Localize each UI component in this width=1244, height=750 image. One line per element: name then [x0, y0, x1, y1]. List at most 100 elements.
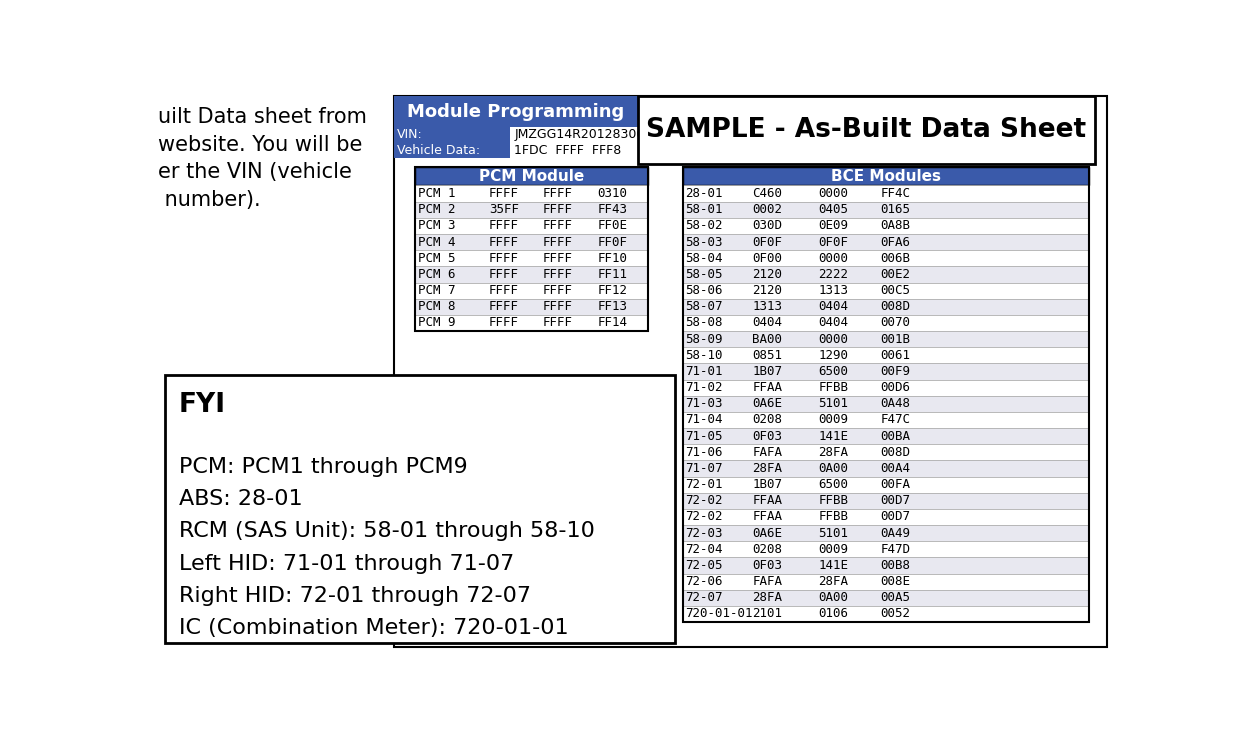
Text: FF14: FF14: [597, 316, 627, 329]
Text: PCM 6: PCM 6: [418, 268, 455, 281]
Text: 141E: 141E: [819, 559, 848, 572]
Text: FFFF: FFFF: [489, 236, 519, 248]
Bar: [415, 185, 648, 202]
Text: 0404: 0404: [819, 316, 848, 329]
Bar: [394, 127, 510, 142]
Text: F47D: F47D: [880, 543, 911, 556]
Text: 58-05: 58-05: [685, 268, 723, 281]
Text: 0061: 0061: [880, 349, 911, 361]
Text: 0404: 0404: [753, 316, 782, 329]
Text: 71-07: 71-07: [685, 462, 723, 475]
Text: 1FDC  FFFF  FFF8: 1FDC FFFF FFF8: [514, 143, 622, 157]
Bar: [415, 167, 648, 185]
Text: 72-07: 72-07: [685, 591, 723, 604]
Text: 008E: 008E: [880, 575, 911, 588]
Bar: [683, 363, 1090, 380]
Text: FFAA: FFAA: [753, 511, 782, 524]
Text: 6500: 6500: [819, 478, 848, 491]
Bar: [415, 234, 648, 250]
Text: FF13: FF13: [597, 300, 627, 313]
Text: PCM 9: PCM 9: [418, 316, 455, 329]
Text: 0851: 0851: [753, 349, 782, 361]
Bar: [394, 142, 510, 158]
Text: 0165: 0165: [880, 203, 911, 216]
Bar: [394, 96, 1107, 646]
Bar: [683, 185, 1090, 202]
Text: 72-02: 72-02: [685, 511, 723, 524]
Text: 030D: 030D: [753, 220, 782, 232]
Text: 0009: 0009: [819, 543, 848, 556]
Text: 0000: 0000: [819, 187, 848, 200]
Bar: [683, 167, 1090, 185]
Text: 720-01-01: 720-01-01: [685, 608, 753, 620]
Text: FFFF: FFFF: [542, 300, 573, 313]
Text: PCM 1: PCM 1: [418, 187, 455, 200]
Text: 00E2: 00E2: [880, 268, 911, 281]
Bar: [683, 542, 1090, 557]
Bar: [683, 266, 1090, 283]
Text: 58-03: 58-03: [685, 236, 723, 248]
Text: 0F03: 0F03: [753, 559, 782, 572]
Bar: [683, 234, 1090, 250]
Text: FYI: FYI: [179, 392, 225, 418]
Bar: [683, 251, 1090, 266]
Bar: [683, 396, 1090, 412]
Text: 0A8B: 0A8B: [880, 220, 911, 232]
Text: Right HID: 72-01 through 72-07: Right HID: 72-01 through 72-07: [179, 586, 531, 606]
Bar: [683, 167, 1090, 622]
Text: F47C: F47C: [880, 413, 911, 427]
Text: FFFF: FFFF: [489, 300, 519, 313]
Text: 58-10: 58-10: [685, 349, 723, 361]
Text: SAMPLE - As-Built Data Sheet: SAMPLE - As-Built Data Sheet: [646, 117, 1086, 143]
Text: website. You will be: website. You will be: [158, 135, 362, 154]
Text: 2101: 2101: [753, 608, 782, 620]
Text: 6500: 6500: [819, 365, 848, 378]
Text: 008D: 008D: [880, 446, 911, 459]
Text: 0208: 0208: [753, 413, 782, 427]
Text: 0009: 0009: [819, 413, 848, 427]
Text: 0A6E: 0A6E: [753, 526, 782, 540]
Text: 00BA: 00BA: [880, 430, 911, 442]
Text: PCM 7: PCM 7: [418, 284, 455, 297]
Text: 00D6: 00D6: [880, 381, 911, 394]
Bar: [638, 96, 1095, 164]
Text: 00C5: 00C5: [880, 284, 911, 297]
Text: 72-05: 72-05: [685, 559, 723, 572]
Text: FFFF: FFFF: [542, 187, 573, 200]
Text: 58-07: 58-07: [685, 300, 723, 313]
Text: 00D7: 00D7: [880, 494, 911, 507]
Text: 0070: 0070: [880, 316, 911, 329]
Text: PCM Module: PCM Module: [479, 169, 583, 184]
Text: FFFF: FFFF: [489, 268, 519, 281]
Bar: [683, 509, 1090, 525]
Text: BA00: BA00: [753, 332, 782, 346]
Bar: [415, 251, 648, 266]
Bar: [683, 493, 1090, 509]
Text: 2120: 2120: [753, 268, 782, 281]
Text: FF10: FF10: [597, 252, 627, 265]
Bar: [415, 298, 648, 315]
Text: FFFF: FFFF: [542, 252, 573, 265]
Text: JMZGG14R201283004: JMZGG14R201283004: [514, 128, 653, 141]
Text: 0000: 0000: [819, 332, 848, 346]
Text: PCM 3: PCM 3: [418, 220, 455, 232]
Text: 1B07: 1B07: [753, 478, 782, 491]
Text: 0208: 0208: [753, 543, 782, 556]
Text: 28-01: 28-01: [685, 187, 723, 200]
Text: 0F03: 0F03: [753, 430, 782, 442]
Text: 00A5: 00A5: [880, 591, 911, 604]
Bar: [394, 96, 638, 127]
Text: FFAA: FFAA: [753, 381, 782, 394]
Text: 72-06: 72-06: [685, 575, 723, 588]
Text: FF12: FF12: [597, 284, 627, 297]
Text: FFBB: FFBB: [819, 494, 848, 507]
Bar: [415, 167, 648, 331]
Text: PCM 8: PCM 8: [418, 300, 455, 313]
Text: 72-02: 72-02: [685, 494, 723, 507]
Text: 0A00: 0A00: [819, 591, 848, 604]
Text: 0F0F: 0F0F: [753, 236, 782, 248]
Text: 006B: 006B: [880, 252, 911, 265]
Text: 1290: 1290: [819, 349, 848, 361]
Text: 71-03: 71-03: [685, 398, 723, 410]
Text: 58-01: 58-01: [685, 203, 723, 216]
